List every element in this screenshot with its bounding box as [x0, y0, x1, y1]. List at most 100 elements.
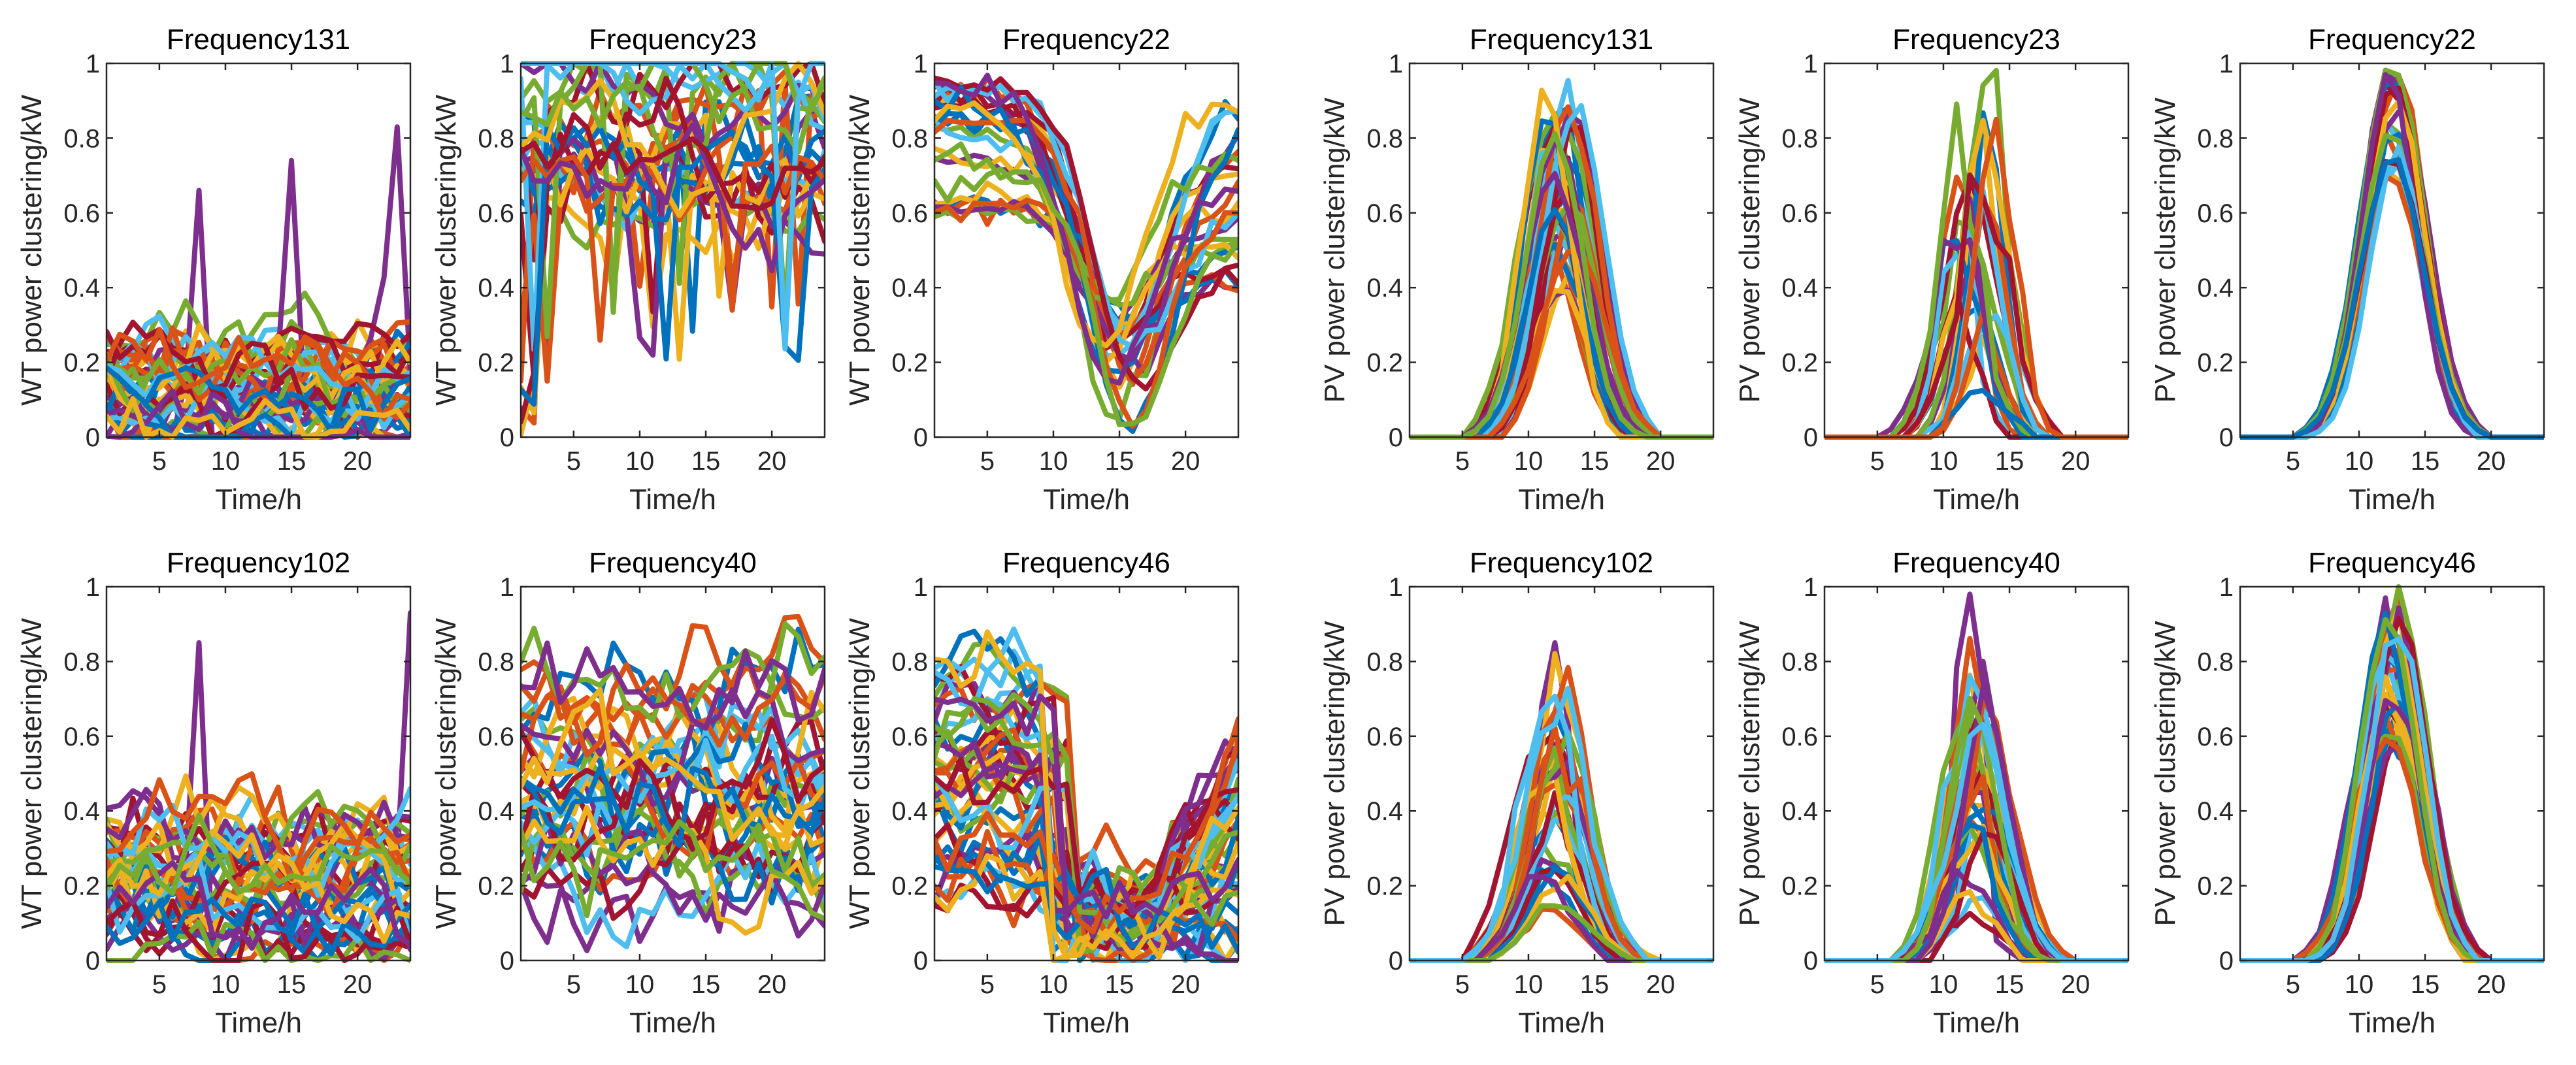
x-tick-label: 15	[2411, 970, 2440, 999]
y-tick-label: 0.6	[478, 199, 514, 228]
subplot-title: Frequency131	[167, 24, 350, 56]
y-tick-label: 0.8	[63, 124, 100, 153]
series-line	[107, 788, 410, 860]
y-tick-label: 0.8	[891, 124, 928, 153]
series-group	[521, 614, 825, 953]
x-tick-label: 20	[2061, 447, 2090, 476]
series-line	[521, 112, 825, 212]
y-tick-label: 1	[1804, 50, 1818, 78]
axes-box	[2239, 62, 2545, 438]
y-tick-label: 1	[914, 50, 928, 78]
series-line	[934, 75, 1238, 392]
series-line	[934, 855, 1238, 955]
x-tick-label: 5	[567, 447, 581, 476]
y-tick-label: 1	[86, 573, 100, 602]
subplot-12: 5 10 15 20 0 0.2 0.4 0.6 0.8 1 Frequency46 Time/h PV…	[2149, 547, 2545, 1039]
y-tick-label: 0.4	[2197, 797, 2234, 826]
x-tick-label: 15	[1580, 447, 1610, 476]
y-tick-label: 0	[1389, 423, 1403, 452]
series-group	[107, 124, 410, 440]
x-axis-label: Time/h	[215, 483, 302, 516]
x-tick-label: 15	[691, 447, 721, 476]
y-tick-label: 0.6	[63, 199, 100, 228]
y-tick-label: 0.8	[1366, 124, 1403, 153]
x-tick-label: 5	[980, 970, 995, 999]
series-line	[521, 640, 825, 731]
y-tick-label: 0	[1804, 423, 1818, 452]
subplot-title: Frequency40	[589, 547, 757, 579]
series-line	[107, 785, 410, 893]
series-line	[107, 813, 410, 896]
axes-box	[1823, 585, 2130, 962]
x-tick-label: 5	[1870, 970, 1885, 999]
y-tick-label: 1	[1389, 573, 1403, 602]
x-tick-label: 10	[625, 970, 655, 999]
series-line	[934, 629, 1238, 962]
y-axis-label: PV power clustering/kW	[1319, 621, 1351, 926]
subplot-title: Frequency22	[2308, 24, 2476, 56]
y-tick-label: 1	[86, 50, 100, 78]
y-tick-label: 1	[500, 573, 514, 602]
series-group	[934, 73, 1238, 434]
x-tick-label: 5	[2286, 447, 2300, 476]
y-tick-label: 0	[1389, 947, 1403, 975]
y-tick-label: 1	[914, 573, 928, 602]
y-tick-label: 1	[500, 50, 514, 78]
y-tick-label: 0.2	[1781, 349, 1818, 378]
subplot-title: Frequency40	[1892, 547, 2060, 579]
x-tick-label: 15	[1995, 447, 2024, 476]
y-tick-label: 0.2	[1366, 349, 1403, 378]
series-line	[521, 123, 825, 407]
x-axis-label: Time/h	[1043, 483, 1130, 516]
y-tick-label: 0.6	[2197, 723, 2234, 751]
x-tick-label: 5	[1455, 970, 1470, 999]
x-tick-label: 15	[1995, 970, 2024, 999]
x-axis-label: Time/h	[215, 1007, 302, 1039]
subplot-5: 5 10 15 20 0 0.2 0.4 0.6 0.8 1 Frequency23 Time/h PV…	[1734, 24, 2130, 516]
x-tick-label: 10	[1514, 447, 1544, 476]
y-tick-label: 0.8	[1781, 124, 1818, 153]
y-axis-label: PV power clustering/kW	[1734, 621, 1766, 926]
y-tick-label: 0.8	[2197, 647, 2234, 676]
y-tick-label: 0.6	[891, 723, 928, 751]
y-tick-label: 0.4	[891, 797, 928, 826]
y-tick-label: 0	[500, 947, 514, 975]
axes-box	[520, 585, 826, 962]
axes-box	[2239, 585, 2545, 962]
y-tick-label: 0.4	[63, 797, 100, 826]
y-tick-label: 0.2	[2197, 872, 2234, 901]
x-tick-label: 5	[152, 447, 167, 476]
series-line	[521, 801, 825, 921]
x-tick-label: 5	[152, 970, 167, 999]
x-tick-label: 10	[2345, 447, 2374, 476]
x-tick-label: 5	[980, 447, 995, 476]
subplot-title: Frequency102	[1470, 547, 1653, 579]
y-tick-label: 1	[2219, 50, 2234, 78]
y-tick-label: 0.8	[1366, 647, 1403, 676]
series-line	[934, 727, 1238, 935]
x-tick-label: 20	[1171, 447, 1200, 476]
y-tick-label: 1	[1389, 50, 1403, 78]
x-tick-label: 5	[567, 970, 581, 999]
series-line	[107, 396, 410, 440]
x-tick-label: 10	[1929, 970, 1958, 999]
x-tick-label: 10	[1039, 970, 1068, 999]
y-tick-label: 1	[2219, 573, 2234, 602]
y-tick-label: 0.8	[2197, 124, 2234, 153]
subplot-title: Frequency46	[1002, 547, 1170, 579]
y-tick-label: 0.2	[891, 872, 928, 901]
y-axis-label: PV power clustering/kW	[1319, 97, 1351, 403]
series-line	[934, 693, 1238, 920]
x-axis-label: Time/h	[1518, 483, 1605, 516]
axes-box	[933, 62, 1240, 438]
y-tick-label: 0.6	[63, 723, 100, 751]
x-tick-label: 10	[1039, 447, 1068, 476]
x-tick-label: 15	[277, 970, 306, 999]
axes-box	[1408, 62, 1715, 438]
y-tick-label: 0.6	[1366, 723, 1403, 751]
subplot-9: 5 10 15 20 0 0.2 0.4 0.6 0.8 1 Frequency46 Time/h WT…	[844, 547, 1240, 1039]
y-axis-label: WT power clustering/kW	[16, 95, 48, 406]
subplot-title: Frequency23	[1892, 24, 2060, 56]
series-group	[934, 626, 1238, 963]
y-axis-label: WT power clustering/kW	[844, 95, 876, 406]
